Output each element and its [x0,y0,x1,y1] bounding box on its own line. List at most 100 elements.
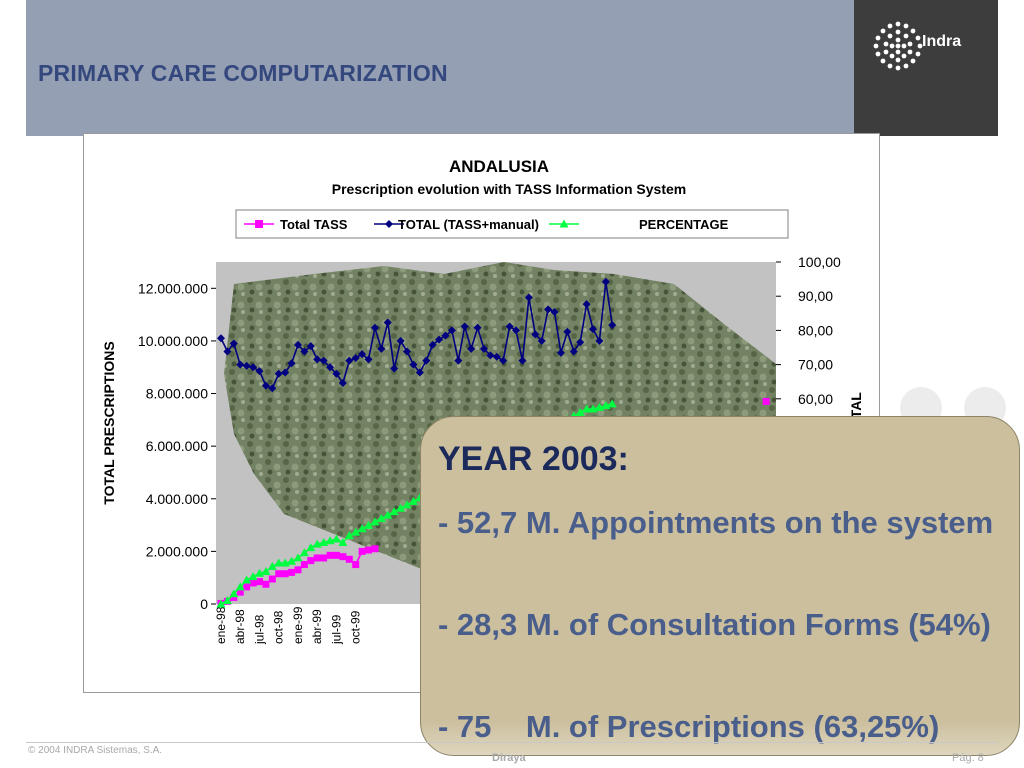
data-point [331,534,341,543]
y-tick-label: 6.000.000 [146,438,208,454]
y-tick-label: 8.000.000 [146,386,208,402]
data-point [268,384,277,393]
y-tick-label: 0 [200,596,208,612]
data-point [249,363,258,372]
data-point [435,335,444,344]
footer-copyright: © 2004 INDRA Sistemas, S.A. [28,745,163,756]
data-point [575,407,585,416]
data-point [589,325,598,334]
legend-label: Total TASS [280,217,348,232]
data-point [358,350,367,359]
data-point [389,507,399,516]
indra-logo-icon [873,21,923,71]
data-point [422,356,431,365]
data-point [415,368,424,377]
data-point [230,593,238,601]
data-point [243,583,251,591]
data-point [486,351,495,360]
data-point [217,334,225,343]
data-point [460,322,469,331]
y2-tick-label: 70,00 [798,357,833,373]
data-point [364,355,373,364]
data-point [313,554,321,562]
data-point [306,342,315,351]
callout-line-2: - 28,3 M. of Consultation Forms (54%) [438,607,991,642]
data-point [428,340,437,349]
x-axis: ene-98 abr-98 jul-98 oct-98 ene-99 abr-99 jul-… [214,606,363,645]
legend-label: TOTAL (TASS+manual) [398,217,539,232]
data-point [274,558,284,567]
data-point [320,554,328,562]
data-point [531,330,540,339]
data-point [370,323,379,332]
data-point [332,551,340,559]
data-point [408,496,418,505]
logo-box [854,0,998,136]
data-point [332,369,341,378]
data-point [556,348,565,357]
data-point [358,547,366,555]
data-point [287,359,296,368]
x-tick-label: jul-99 [329,614,343,645]
data-point [569,347,578,356]
y2-axis: 60,00 70,00 80,00 90,00 100,00 [776,254,841,407]
data-point [364,520,374,529]
data-point [300,561,308,569]
data-point [275,570,283,578]
data-point [274,369,283,378]
data-point [365,546,373,554]
data-point [402,500,412,509]
legend-marker [559,219,569,228]
footer-page: Pág. 8 [952,752,984,764]
y-axis: 0 2.000.000 4.000.000 6.000.000 8.000.000 10.… [138,280,216,612]
data-point [326,363,335,372]
data-point [242,575,252,584]
data-point [371,545,379,553]
data-point [345,356,354,365]
y-tick-label: 2.000.000 [146,543,208,559]
data-point [261,381,270,390]
x-tick-label: jul-98 [252,614,266,645]
data-point [216,599,226,608]
data-point [293,553,303,562]
data-point [261,567,271,576]
data-point [403,347,412,356]
y2-tick-label: 60,00 [798,391,833,407]
data-point [293,340,302,349]
data-point [537,336,546,345]
data-point [544,305,553,314]
data-point [563,327,572,336]
data-point [281,570,289,578]
data-point [607,399,617,408]
data-point [376,514,386,522]
legend-marker [385,220,393,228]
data-point [262,580,270,588]
data-point [576,338,585,347]
data-point [306,543,316,552]
data-point [307,557,315,565]
data-point [338,537,348,546]
data-point [377,344,386,353]
data-point [492,352,501,361]
y2-tick-label: 90,00 [798,288,833,304]
x-tick-label: abr-99 [310,609,324,644]
footer-divider [26,742,998,743]
data-point [499,356,508,365]
data-point [467,344,476,353]
data-point [351,354,360,363]
y-tick-label: 12.000.000 [138,280,208,296]
data-point [319,356,328,365]
data-point [344,531,354,540]
y-tick-label: 10.000.000 [138,333,208,349]
data-point [473,323,482,332]
data-point [326,551,334,559]
legend-label: PERCENTAGE [639,217,729,232]
data-point [441,331,450,340]
data-point [505,322,514,331]
y2-tick-label: 80,00 [798,322,833,338]
data-point [352,561,360,569]
data-point [229,589,239,598]
logo-text: Indra [922,33,962,50]
data-point [268,575,276,583]
legend-marker [255,220,263,228]
